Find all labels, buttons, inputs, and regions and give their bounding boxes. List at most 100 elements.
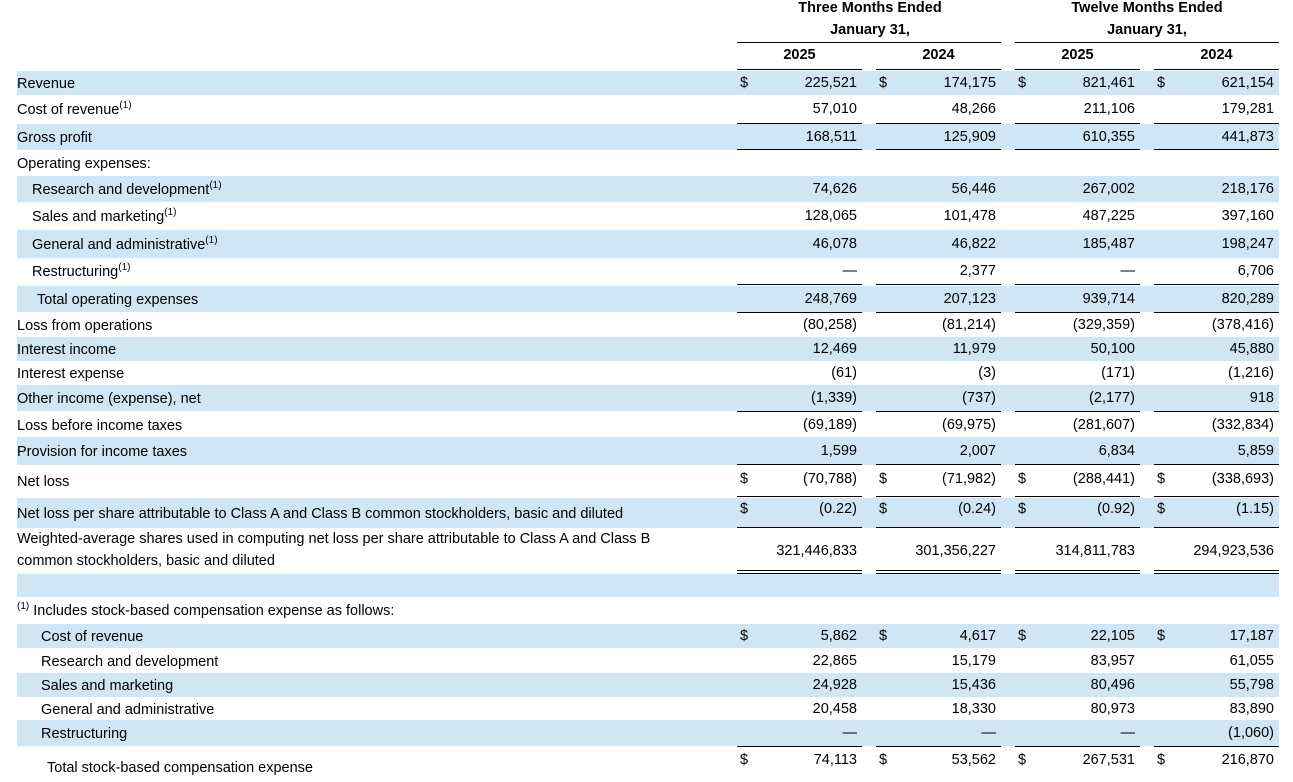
- value-cell: 610,355: [1082, 129, 1135, 145]
- value-cell: 918: [1249, 390, 1274, 406]
- header-line: Three Months Ended: [798, 0, 942, 16]
- row-label-text: Restructuring: [32, 264, 119, 280]
- row-label: common stockholders, basic and diluted: [17, 553, 275, 569]
- value-cell: (70,788): [802, 471, 857, 487]
- row-label: Loss from operations: [17, 317, 152, 335]
- footnote-text: Includes stock-based compensation expens…: [29, 603, 395, 619]
- row-label-text: Total operating expenses: [37, 292, 199, 308]
- row-band: [17, 286, 1279, 312]
- value-cell: 5,859: [1237, 443, 1274, 459]
- value-cell: 83,957: [1090, 653, 1135, 669]
- value-cell: 128,065: [804, 208, 857, 224]
- subtotal-rule: [1154, 496, 1279, 497]
- row-band: [17, 385, 1279, 411]
- year-header: 2025: [1061, 47, 1094, 63]
- row-label-text: Other income (expense), net: [17, 391, 201, 407]
- subtotal-rule: [1015, 284, 1140, 285]
- row-label: Restructuring(1): [32, 263, 130, 281]
- value-cell: (69,975): [941, 417, 996, 433]
- double-rule: [1154, 570, 1279, 571]
- value-cell: 198,247: [1221, 236, 1274, 252]
- row-band: [17, 720, 1279, 746]
- year-header: 2024: [922, 47, 955, 63]
- row-label-text: Net loss: [17, 474, 70, 490]
- subtotal-rule: [1154, 464, 1279, 465]
- row-label: Operating expenses:: [17, 155, 151, 173]
- value-cell: (171): [1101, 365, 1135, 381]
- header-line: January 31,: [1107, 22, 1187, 38]
- row-label: Cost of revenue(1): [17, 101, 132, 119]
- row-label-text: Gross profit: [17, 130, 92, 146]
- double-rule: [737, 573, 862, 574]
- subtotal-rule: [737, 284, 862, 285]
- value-cell: (2,177): [1089, 390, 1135, 406]
- subtotal-rule: [1015, 411, 1140, 412]
- year-rule: [1154, 69, 1279, 70]
- value-cell: 22,865: [812, 653, 857, 669]
- dollar-sign: $: [1018, 471, 1027, 487]
- footnote-marker: (1): [17, 601, 30, 612]
- dollar-sign: $: [1018, 752, 1027, 768]
- subtotal-rule: [1015, 149, 1140, 150]
- value-cell: —: [1120, 725, 1136, 741]
- row-label: Net loss: [17, 473, 69, 491]
- value-cell: 53,562: [951, 752, 996, 768]
- value-cell: —: [842, 725, 858, 741]
- header-three-months: Three Months Ended January 31,: [760, 0, 980, 41]
- value-cell: 1,599: [820, 443, 857, 459]
- row-band: [17, 176, 1279, 202]
- value-cell: 6,706: [1237, 263, 1274, 279]
- year-rule: [737, 69, 862, 70]
- value-cell: 11,979: [952, 341, 996, 357]
- value-cell: 174,175: [943, 75, 996, 91]
- subtotal-rule: [876, 123, 1001, 124]
- value-cell: —: [1120, 263, 1136, 279]
- value-cell: 46,822: [951, 236, 996, 252]
- value-cell: 441,873: [1221, 129, 1274, 145]
- row-label: General and administrative(1): [32, 236, 218, 254]
- value-cell: 24,928: [812, 677, 857, 693]
- value-cell: 4,617: [959, 628, 996, 644]
- dollar-sign: $: [740, 628, 749, 644]
- value-cell: 45,880: [1229, 341, 1274, 357]
- row-band: [17, 71, 1279, 95]
- dollar-sign: $: [740, 75, 749, 91]
- header-rule: [737, 42, 1001, 43]
- value-cell: (71,982): [941, 471, 996, 487]
- value-cell: (3): [978, 365, 996, 381]
- row-label-text: Revenue: [17, 76, 76, 92]
- dollar-sign: $: [879, 501, 888, 517]
- value-cell: 15,436: [951, 677, 996, 693]
- row-band: [17, 624, 1279, 648]
- value-cell: 83,890: [1229, 701, 1274, 717]
- year-header: 2024: [1200, 47, 1233, 63]
- double-rule: [737, 570, 862, 571]
- subtotal-rule: [737, 312, 862, 313]
- subtotal-rule: [737, 149, 862, 150]
- footnote-intro: (1) Includes stock-based compensation ex…: [17, 602, 394, 620]
- value-cell: 487,225: [1082, 208, 1135, 224]
- spacer-band: [17, 574, 1279, 597]
- row-label: Weighted-average shares used in computin…: [17, 531, 651, 547]
- row-label: Provision for income taxes: [17, 443, 187, 461]
- double-rule: [876, 570, 1001, 571]
- row-label-text: Research and development: [32, 182, 210, 198]
- year-rule: [876, 69, 1001, 70]
- value-cell: (329,359): [1072, 317, 1135, 333]
- subtotal-rule: [737, 496, 862, 497]
- value-cell: (1,060): [1228, 725, 1274, 741]
- value-cell: (61): [831, 365, 857, 381]
- subtotal-rule: [1015, 496, 1140, 497]
- value-cell: 12,469: [812, 341, 857, 357]
- value-cell: 18,330: [951, 701, 996, 717]
- row-label: Research and development(1): [32, 181, 222, 199]
- value-cell: (737): [962, 390, 996, 406]
- subtotal-rule: [1154, 284, 1279, 285]
- row-band: [17, 230, 1279, 258]
- value-cell: 248,769: [804, 291, 857, 307]
- double-rule: [1015, 570, 1140, 571]
- footnote-marker: (1): [205, 235, 218, 246]
- value-cell: 17,187: [1229, 628, 1274, 644]
- subtotal-rule: [876, 411, 1001, 412]
- row-label: Gross profit: [17, 129, 92, 147]
